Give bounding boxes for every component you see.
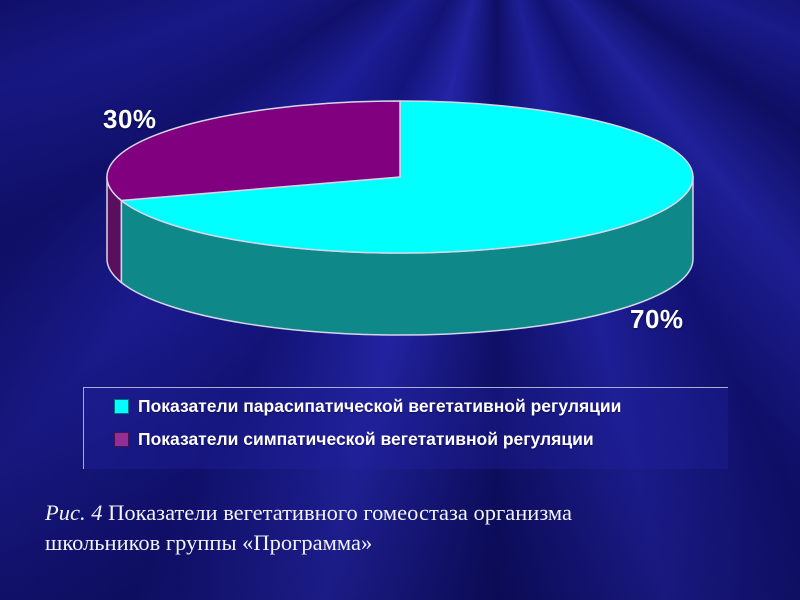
legend-panel: Показатели парасипатической вегетативной… bbox=[83, 387, 728, 469]
legend-item-parasympathetic: Показатели парасипатической вегетативной… bbox=[114, 396, 728, 416]
pie-data-label-70: 70% bbox=[630, 304, 684, 334]
legend-item-sympathetic: Показатели симпатической вегетативной ре… bbox=[114, 428, 728, 449]
pie-slice-top-0 bbox=[120, 100, 694, 254]
legend-label: Показатели симпатической вегетативной ре… bbox=[138, 428, 594, 449]
legend-label: Показатели парасипатической вегетативной… bbox=[138, 396, 622, 416]
pie-data-label-30: 30% bbox=[103, 104, 157, 134]
figure-caption: Рис. 4 Показатели вегетативного гомеоста… bbox=[45, 498, 645, 559]
legend-color-swatch-purple bbox=[114, 431, 129, 447]
figure-caption-number: Рис. 4 bbox=[45, 500, 103, 525]
figure-caption-text: Показатели вегетативного гомеостаза орга… bbox=[45, 500, 572, 556]
legend-color-swatch-cyan bbox=[114, 399, 129, 415]
pie-slice-top-1 bbox=[106, 100, 401, 202]
